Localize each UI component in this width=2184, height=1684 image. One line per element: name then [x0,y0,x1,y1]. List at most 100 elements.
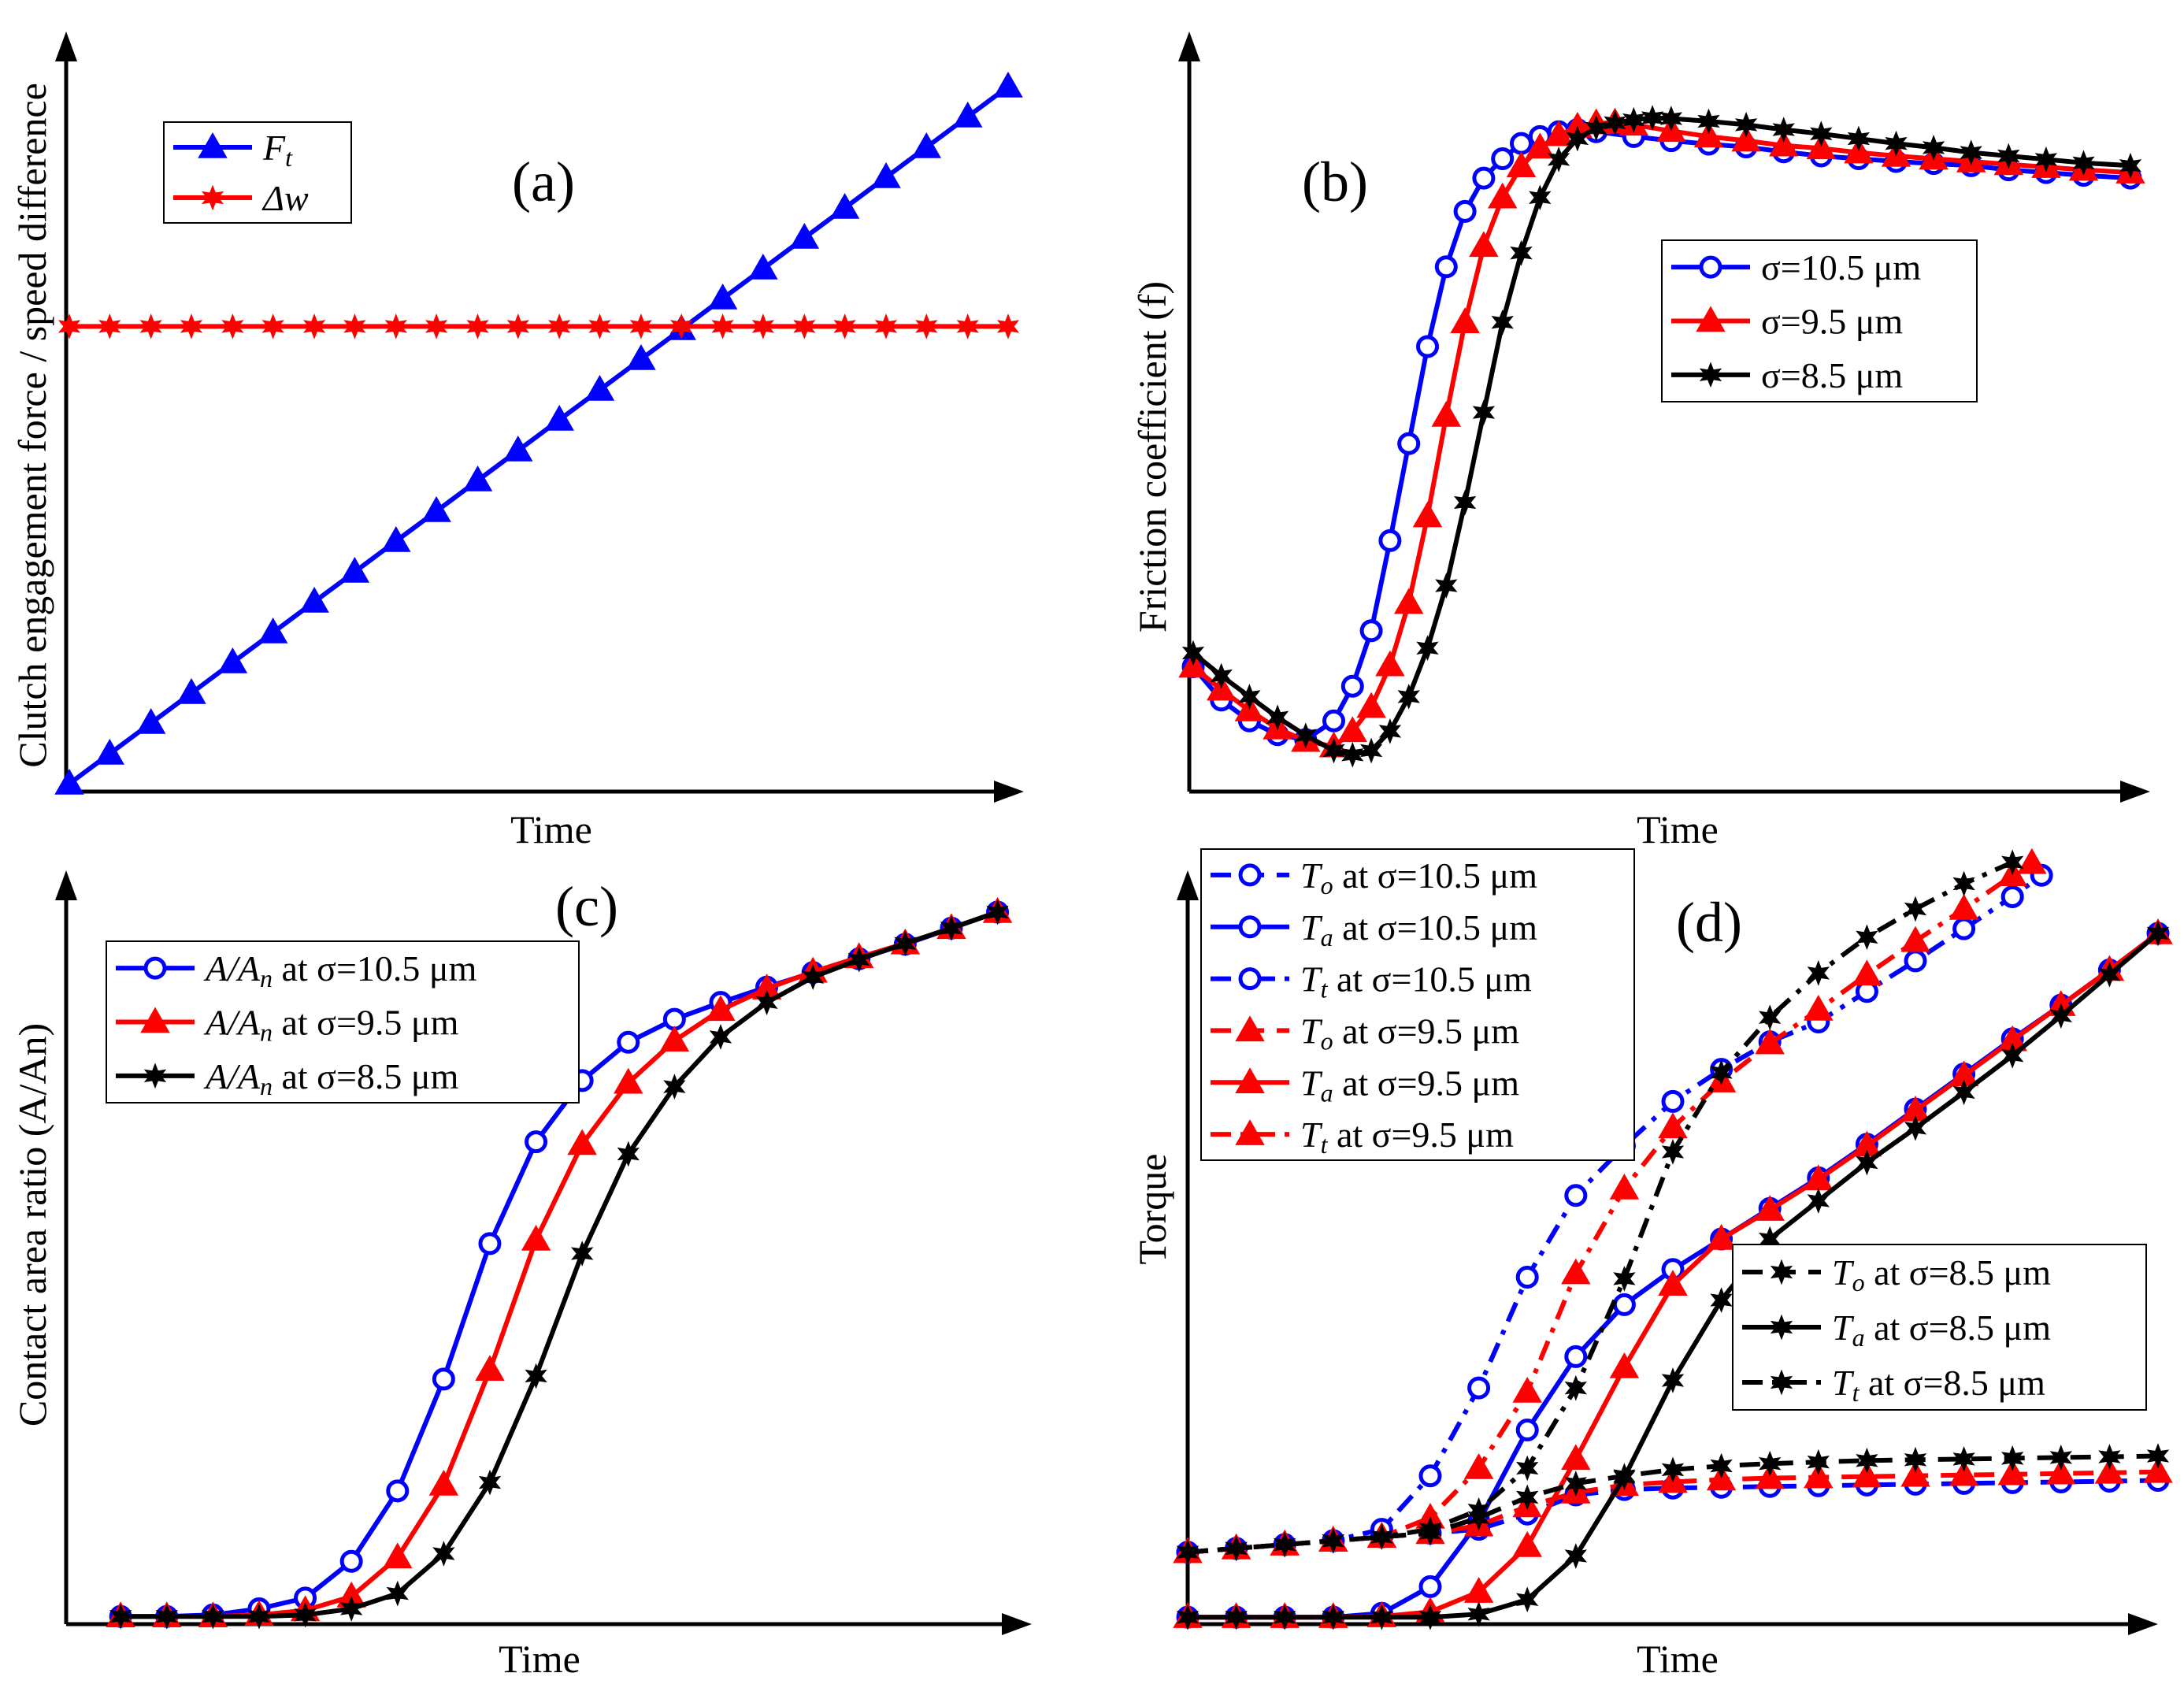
panel-a-series-0-point-11 [503,435,533,462]
panel-b-tag: (b) [1302,150,1368,213]
panel-d-series-4-point-9 [1609,1352,1640,1378]
panel-b-series-2-point-12 [1453,489,1477,516]
panel-c-tag: (c) [555,875,618,938]
panel-d-series-5-point-18 [2017,848,2047,874]
panel-b-legend-marker-0-point-0 [1699,255,1722,279]
panel-c-x-arrow [1002,1613,1032,1635]
panel-a-legend: Ft Δw [163,121,352,224]
panel-b-series-2-point-25 [1734,112,1758,138]
panel-c-legend-label-0: A/An at σ=10.5 μm [203,948,477,992]
panel-b-series-2-point-6 [1341,741,1364,768]
panel-d-series-7-point-1 [1225,1604,1248,1630]
panel-d-series-7-point-15 [1904,1115,1927,1141]
panel-b-series-2-point-15 [1510,239,1533,266]
panel-b-series-1-point-8 [1375,650,1405,677]
panel-b-legend-marker-1-point-0 [1696,306,1726,332]
panel-a-series-1-point-5 [261,313,284,339]
panel-d-series-5-point-15 [1900,925,1930,952]
panel-b-series-0-point-13 [1472,166,1496,190]
panel-d-series-6-point-16 [1952,1446,1975,1472]
panel-a-series-1-point-15 [670,313,693,339]
panel-d-series-3-point-18 [2046,1458,2076,1485]
panel-d-series-7-point-11 [1710,1287,1733,1313]
panel-b-series-1-point-6 [1337,716,1368,743]
panel-d-series-1-point-8 [1564,1345,1588,1368]
panel-d-series-6-point-15 [1904,1446,1927,1473]
panel-c-series-2-point-1 [155,1603,178,1630]
panel-a-series-1-point-13 [588,313,611,339]
panel-d-series-5-point-6 [1463,1452,1494,1479]
panel-d-series-1-point-7 [1515,1419,1539,1441]
panel-d-legend-marker-8-point-0 [1770,1369,1793,1396]
panel-d-series-8-point-8 [1564,1374,1587,1401]
panel-d-legend-label-1: Ta at σ=10.5 μm [1300,907,1537,951]
panel-a-series-0-point-13 [584,374,615,401]
panel-b-ylabel: Friction coefficient (f) [1130,281,1174,632]
panel-c-series-2-point-14 [755,989,778,1016]
panel-b-series-0-line [1191,127,2131,742]
panel-c-series-1-point-10 [567,1129,597,1155]
panel-a-series-1-point-14 [629,313,653,339]
panel-a-series-0-point-7 [339,556,370,583]
panel-b-legend-label-2: σ=8.5 μm [1761,355,1903,395]
panel-d-series-5-point-12 [1755,1028,1785,1055]
panel-a-series-0-point-23 [993,71,1023,98]
panel-c-series-2-point-3 [247,1603,271,1630]
panel-b-y-arrow [1178,32,1200,61]
panel-a-series-0-point-10 [462,466,493,491]
panel-b-series-0 [1181,118,2142,751]
panel-b-series-0-point-11 [1434,255,1458,279]
panel-d-legend-marker-2-point-0 [1238,967,1262,991]
panel-b-series-2-point-30 [1922,135,1945,161]
panel-d-series-2-point-10 [1661,1089,1685,1113]
panel-b-series-2-point-16 [1529,184,1552,211]
panel-a-series-0-point-12 [544,405,574,431]
panel-d-series-7 [1176,920,2170,1630]
panel-a-series-0-point-16 [707,284,738,310]
panel-c-series-2-point-11 [617,1141,640,1167]
panel-c-xlabel: Time [499,1637,580,1681]
panel-d-series-6-point-19 [2098,1444,2121,1470]
panel-d-series-8-point-1 [1225,1535,1248,1562]
panel-d-legend-box-0 [1200,848,1635,1161]
panel-a-series-0-point-9 [421,495,451,522]
panel-d-series-5-point-10 [1658,1112,1688,1139]
panel-a-series-1-point-22 [956,313,979,339]
panel-c-series-2-point-13 [709,1024,732,1050]
panel-b-series-2-point-20 [1604,109,1626,136]
panel-c-series-1-point-6 [383,1542,413,1569]
panel-d-series-7-point-18 [2049,1003,2072,1029]
panel-d-series-3-point-13 [1804,1462,1834,1489]
panel-c-legend-marker-2-point-0 [143,1063,167,1089]
panel-a-series-1-point-8 [384,313,407,339]
panel-b-series-0-point-6 [1340,674,1364,698]
panel-a-series-1-point-2 [139,313,162,339]
panel-d-series-7-point-0 [1176,1604,1200,1630]
panel-b-series-2-point-24 [1697,108,1720,135]
panel-d-series-8 [1176,849,2024,1566]
panel-a-series-1-point-11 [506,313,529,339]
panel-d-legend-marker-6-point-0 [1770,1259,1793,1285]
panel-d-ylabel: Torque [1130,1154,1174,1265]
panel-a-series-1-point-6 [302,313,326,339]
panel-b-series-2 [1181,105,2142,768]
panel-c-series-2-point-4 [294,1601,317,1628]
panel-a-series-0-point-19 [829,192,860,219]
panel-b-series-2-point-8 [1378,718,1402,744]
panel-c-series-1-point-12 [659,1026,690,1052]
panel-d-series-4-point-12 [1755,1195,1785,1221]
panel-d-tag: (d) [1676,891,1742,954]
panel-d-series-2-point-17 [2000,885,2024,908]
panel-a-series-0-point-17 [748,253,778,280]
panel-d-series-8-point-5 [1418,1516,1442,1542]
panel-b-legend-marker-2-point-0 [1699,362,1722,388]
panel-c-legend-label-1: A/An at σ=9.5 μm [203,1003,459,1047]
panel-b-series-1-point-11 [1431,400,1462,427]
panel-a-series-0-point-20 [871,162,901,188]
panel-c-series-1-point-7 [428,1470,459,1496]
panel-d-series-6-point-18 [2049,1445,2072,1471]
panel-b-series-1-point-23 [1693,121,1724,148]
panel-c-series-2-point-6 [386,1580,409,1607]
panel-a-series-1-point-23 [996,313,1020,339]
panel-a-series-1-point-1 [98,313,121,339]
